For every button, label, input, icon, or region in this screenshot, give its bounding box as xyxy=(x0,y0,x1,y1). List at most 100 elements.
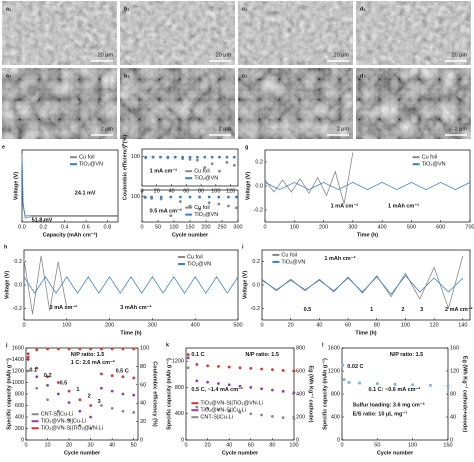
annotation: 1 xyxy=(370,307,373,313)
x-axis-label: Time (h) xyxy=(120,330,141,336)
data-point xyxy=(56,381,60,384)
x-tick-label: 200 xyxy=(319,224,328,230)
y2-tick-label: 0 xyxy=(296,437,299,443)
data-point xyxy=(195,405,199,409)
legend-label: TiO₂@VN-S||TiO₂@VN-Li xyxy=(41,426,104,432)
data-point xyxy=(46,383,49,387)
y-tick-label: 1600 xyxy=(328,345,340,351)
legend-label: TiO₂@VN xyxy=(194,212,218,218)
x-tick-label: 600 xyxy=(436,224,445,230)
scale-label: 20 μm xyxy=(98,52,114,58)
annotation: 3 xyxy=(98,399,101,405)
y-axis-label: Specific capacity (mAh g⁻¹) xyxy=(5,358,12,430)
x-tick-label: 50 xyxy=(131,442,137,448)
y-tick-label: 800 xyxy=(15,391,24,397)
y-tick-label: 800 xyxy=(175,385,184,391)
x-tick-label: 140 xyxy=(458,322,467,328)
x-tick-label: 30 xyxy=(88,442,94,448)
y-tick-label: 0 xyxy=(181,437,184,443)
data-point xyxy=(67,389,71,393)
x-tick-label: 40 xyxy=(316,322,322,328)
image-label: b₂ xyxy=(124,73,130,79)
y-tick-label: 400 xyxy=(15,414,24,420)
annotation: 3 mAh cm⁻² xyxy=(120,304,151,311)
data-point xyxy=(358,381,362,385)
y-tick-label: 1600 xyxy=(12,345,24,351)
x-tick-label: 400 xyxy=(191,322,200,328)
annotation: 1 mAh cm⁻² xyxy=(388,203,419,210)
x-axis-label: Cycle number xyxy=(222,450,259,456)
image-label: d₁ xyxy=(360,6,366,12)
data-point xyxy=(121,392,125,396)
data-point xyxy=(46,375,49,379)
data-point xyxy=(375,382,379,386)
data-point xyxy=(46,398,49,402)
series-line xyxy=(264,181,471,191)
data-point xyxy=(132,376,136,380)
annotation: 51.8 mV xyxy=(32,217,53,223)
data-point xyxy=(26,369,30,373)
data-point xyxy=(218,169,221,173)
data-point xyxy=(46,347,49,351)
data-point xyxy=(144,155,148,159)
x-tick-label: 150 xyxy=(185,224,194,230)
x-tick-label: 300 xyxy=(233,224,242,230)
y-axis-label: Voltage (V) xyxy=(4,271,10,299)
y-axis-label: Specific capacity (mAh g⁻¹) xyxy=(165,358,172,430)
x-tick-label: 0 xyxy=(22,322,25,328)
data-point xyxy=(89,404,93,407)
y2-tick-label: 20 xyxy=(140,419,146,425)
legend-label: CNT-S||Cu-Li xyxy=(41,412,74,418)
x-axis-label: Cycle number xyxy=(64,450,101,456)
annotation: E/S ratio: 10 μL mg⁻¹ xyxy=(353,411,408,418)
legend-label: Cu foil xyxy=(79,155,95,161)
data-point xyxy=(26,355,30,359)
sem-image xyxy=(2,1,117,65)
annotation: 0.5 mA cm⁻² xyxy=(150,207,182,214)
annotation: N/P ratio: 1.5 xyxy=(245,352,279,358)
legend-label: CNT-S||Cu-Li xyxy=(200,415,233,421)
x-tick-label: 200 xyxy=(105,322,114,328)
annotation: 1 mA cm⁻² xyxy=(331,203,359,210)
x-tick-label: 100 xyxy=(62,322,71,328)
legend-label: TiO₂@VN xyxy=(79,162,103,168)
x-tick-label: 50 xyxy=(155,224,161,230)
y-tick-label: 0.0 xyxy=(252,282,260,288)
data-point xyxy=(169,214,173,218)
series-line xyxy=(23,276,239,294)
x-tick-label: 120 xyxy=(430,322,439,328)
data-point xyxy=(203,166,207,169)
data-point xyxy=(99,372,103,376)
x-tick-label: 40 xyxy=(226,442,232,448)
annotation: 0.1 xyxy=(29,368,37,374)
data-point xyxy=(393,382,397,386)
x-axis-label: Capacity (mAh cm⁻²) xyxy=(43,231,98,238)
data-point xyxy=(35,386,39,390)
x-tick-label: 50 xyxy=(374,442,380,448)
annotation: 1 mA cm⁻² xyxy=(150,168,178,175)
data-point xyxy=(207,195,211,199)
data-point xyxy=(260,367,263,371)
image-label: a₁ xyxy=(6,6,12,12)
x-tick-label: 300 xyxy=(148,322,157,328)
data-point xyxy=(260,387,263,391)
y2-tick-label: 40 xyxy=(140,401,146,407)
data-point xyxy=(186,356,190,360)
x-axis-label: Time (h) xyxy=(357,232,378,238)
data-point xyxy=(186,353,190,356)
y2-tick-label: 40 xyxy=(450,414,456,420)
x-tick-label: 100 xyxy=(401,322,410,328)
x-tick-label: 20 xyxy=(154,188,160,194)
x-tick-label: 0 xyxy=(263,224,266,230)
x-tick-label: 500 xyxy=(407,224,416,230)
panel-label: j xyxy=(5,342,8,348)
data-point xyxy=(151,155,155,159)
panel-label: e xyxy=(2,144,5,150)
annotation: 3 mA cm⁻² xyxy=(50,304,78,311)
data-point xyxy=(179,200,182,203)
data-point xyxy=(99,386,103,390)
x-tick-label: 0.2 xyxy=(40,224,48,230)
data-point xyxy=(217,408,220,412)
data-point xyxy=(292,369,296,373)
